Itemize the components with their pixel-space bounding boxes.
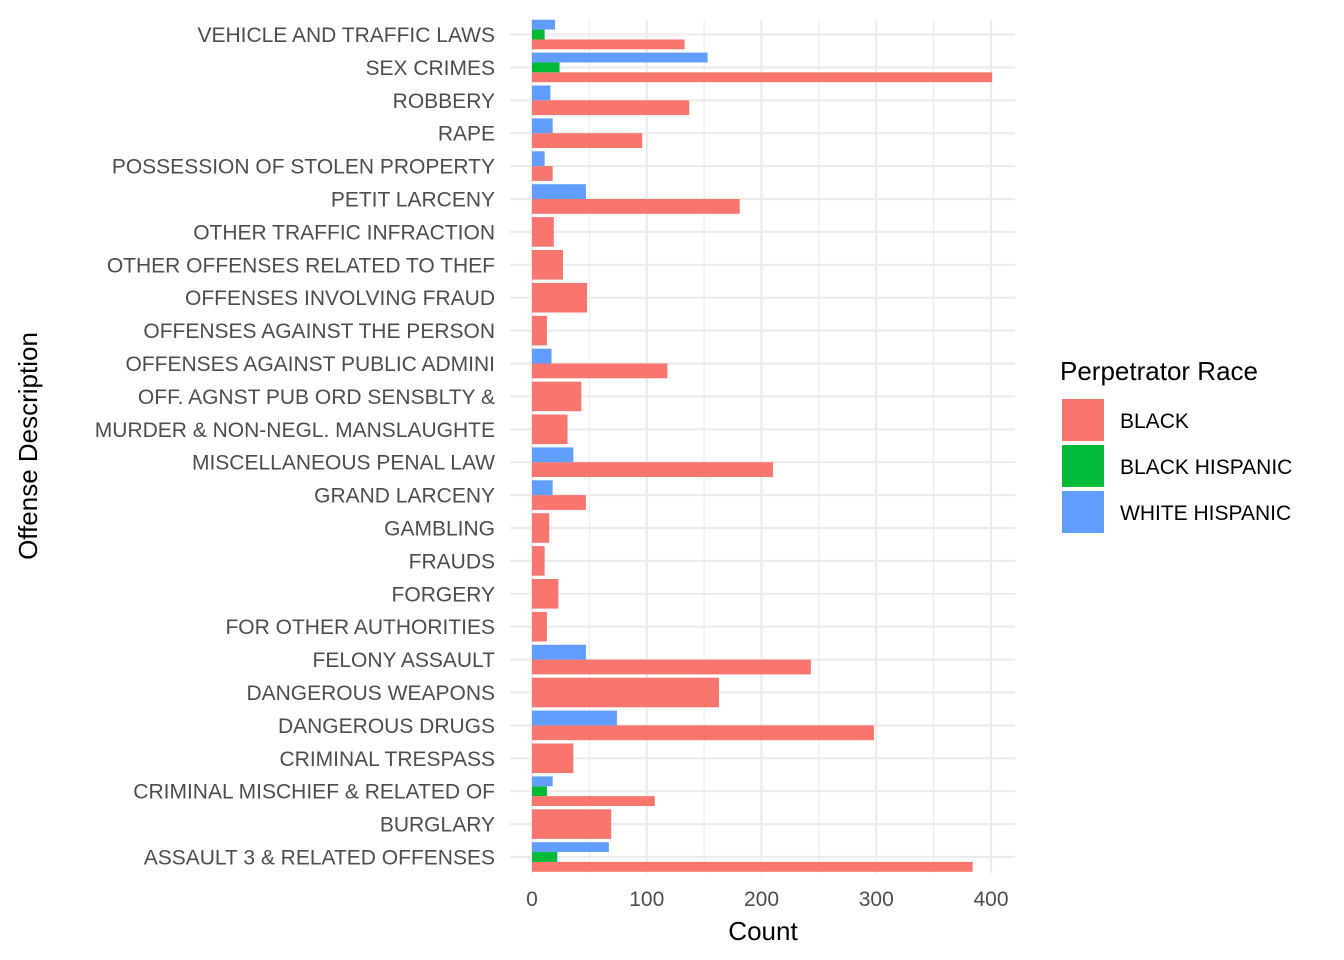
y-tick-label: FOR OTHER AUTHORITIES	[225, 616, 495, 639]
y-tick-label: MURDER & NON-NEGL. MANSLAUGHTE	[95, 419, 495, 442]
bar-white-hispanic	[532, 184, 586, 199]
bar-white-hispanic	[532, 644, 586, 660]
bar-black	[532, 462, 773, 477]
bars	[532, 19, 993, 872]
bar-black-hispanic	[532, 786, 547, 797]
y-tick-label: OFF. AGNST PUB ORD SENSBLTY &	[138, 386, 495, 409]
bar-white-hispanic	[532, 480, 553, 496]
bar-white-hispanic	[532, 348, 552, 364]
bar-black	[532, 611, 547, 642]
x-tick-label: 100	[629, 888, 664, 911]
bar-black	[532, 100, 690, 116]
y-tick-labels: ASSAULT 3 & RELATED OFFENSES BURGLARY CRIM…	[95, 24, 495, 870]
legend-swatch	[1062, 491, 1104, 533]
x-axis-title: Count	[728, 916, 798, 946]
y-tick-label: FELONY ASSAULT	[313, 649, 496, 672]
y-tick-label: DANGEROUS WEAPONS	[246, 682, 495, 705]
bar-white-hispanic	[532, 52, 708, 63]
legend-label: BLACK HISPANIC	[1120, 456, 1292, 479]
x-tick-label: 400	[973, 888, 1008, 911]
bar-black-hispanic	[532, 62, 560, 73]
legend-swatch	[1062, 399, 1104, 441]
y-tick-label: BURGLARY	[380, 814, 495, 837]
bar-black	[532, 315, 547, 346]
y-tick-label: CRIMINAL TRESPASS	[280, 748, 496, 771]
bar-black	[532, 414, 568, 445]
bar-black-hispanic	[532, 852, 558, 862]
y-tick-label: SEX CRIMES	[365, 57, 495, 80]
bar-white-hispanic	[532, 118, 553, 134]
bar-black	[532, 861, 973, 872]
y-tick-label: OTHER TRAFFIC INFRACTION	[193, 221, 495, 244]
y-tick-label: ASSAULT 3 & RELATED OFFENSES	[144, 847, 495, 870]
y-tick-label: CRIMINAL MISCHIEF & RELATED OF	[133, 781, 495, 804]
legend-swatch	[1062, 445, 1104, 487]
bar-black	[532, 363, 668, 379]
legend: Perpetrator Race BLACK BLACK HISPANIC WHIT…	[1060, 356, 1292, 533]
bar-black	[532, 743, 574, 774]
bar-black	[532, 166, 553, 181]
y-tick-label: OFFENSES AGAINST THE PERSON	[143, 320, 495, 343]
bar-white-hispanic	[532, 85, 551, 101]
bar-black	[532, 133, 643, 148]
x-tick-label: 300	[859, 888, 894, 911]
y-tick-label: GAMBLING	[384, 518, 495, 541]
bar-black	[532, 546, 545, 576]
y-tick-label: FRAUDS	[409, 550, 495, 573]
y-tick-label: MISCELLANEOUS PENAL LAW	[192, 452, 495, 475]
y-axis-title: Offense Description	[13, 332, 43, 560]
bar-black	[532, 72, 993, 83]
y-tick-label: OFFENSES INVOLVING FRAUD	[185, 287, 495, 310]
bar-black	[532, 282, 588, 313]
y-tick-label: PETIT LARCENY	[331, 189, 495, 212]
bar-white-hispanic	[532, 710, 617, 726]
bar-black	[532, 250, 563, 280]
bar-black	[532, 39, 685, 50]
bar-black	[532, 796, 655, 806]
y-tick-label: GRAND LARCENY	[314, 485, 495, 508]
bar-black	[532, 513, 550, 543]
bar-black	[532, 659, 811, 675]
y-tick-label: RAPE	[438, 123, 495, 146]
x-tick-labels: 0 100 200 300 400	[526, 888, 1008, 911]
y-tick-label: ROBBERY	[393, 90, 495, 113]
y-tick-label: OTHER OFFENSES RELATED TO THEF	[107, 254, 495, 277]
bar-black	[532, 809, 612, 839]
x-tick-label: 200	[744, 888, 779, 911]
legend-title: Perpetrator Race	[1060, 356, 1258, 386]
y-tick-label: FORGERY	[392, 583, 495, 606]
bar-black	[532, 217, 554, 247]
bar-black	[532, 677, 720, 708]
legend-items: BLACK BLACK HISPANIC WHITE HISPANIC	[1062, 399, 1292, 533]
bar-black	[532, 381, 582, 412]
bar-black	[532, 199, 740, 214]
bar-black	[532, 495, 586, 510]
y-tick-label: VEHICLE AND TRAFFIC LAWS	[197, 24, 495, 47]
bar-black	[532, 725, 874, 741]
y-tick-label: DANGEROUS DRUGS	[278, 715, 495, 738]
bar-white-hispanic	[532, 447, 574, 463]
bar-white-hispanic	[532, 151, 545, 167]
bar-black	[532, 579, 559, 609]
bar-white-hispanic	[532, 776, 553, 787]
bar-white-hispanic	[532, 842, 609, 853]
x-tick-label: 0	[526, 888, 538, 911]
bar-black-hispanic	[532, 29, 545, 40]
legend-label: WHITE HISPANIC	[1120, 502, 1291, 525]
y-tick-label: OFFENSES AGAINST PUBLIC ADMINI	[125, 353, 495, 376]
y-tick-label: POSSESSION OF STOLEN PROPERTY	[112, 156, 495, 179]
bar-white-hispanic	[532, 19, 555, 30]
legend-label: BLACK	[1120, 410, 1189, 433]
